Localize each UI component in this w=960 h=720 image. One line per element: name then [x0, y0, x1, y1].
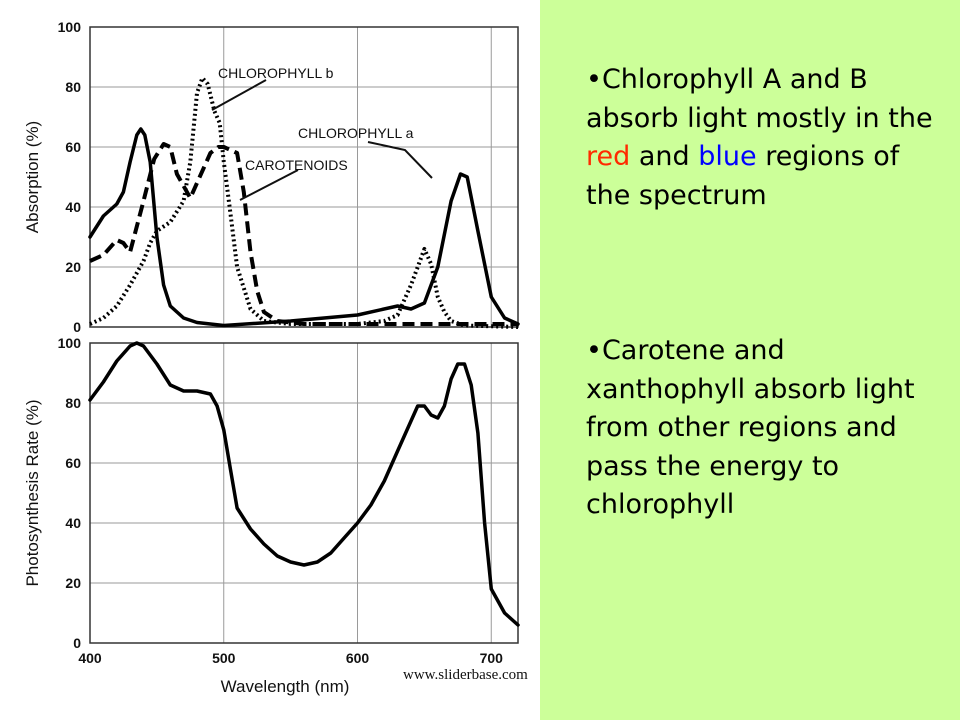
word-blue: blue — [698, 141, 757, 172]
absorption-y-tick-label: 40 — [65, 199, 81, 215]
absorption-y-axis-title: Absorption (%) — [23, 121, 42, 233]
photosynthesis-y-axis-title: Photosynthesis Rate (%) — [23, 399, 42, 586]
photosynthesis-x-tick-label: 400 — [78, 650, 102, 666]
absorption-photosynthesis-figure: 0 20 40 60 80 100 Absorption (%) 0 20 40 60 80 100 4… — [23, 19, 528, 696]
absorption-y-tick-label: 80 — [65, 79, 81, 95]
photosynthesis-x-tick-label: 500 — [212, 650, 236, 666]
absorption-plot-frame — [89, 26, 519, 328]
absorption-y-tick-label: 0 — [73, 319, 81, 335]
photosynthesis-x-tick-label: 700 — [480, 650, 504, 666]
bullet-text: and — [630, 141, 699, 172]
photosynthesis-y-tick-label: 0 — [73, 635, 81, 651]
annotation-pointer-chlorophyll-a — [367, 141, 433, 179]
bullet-chlorophyll-absorption: •Chlorophyll A and B absorb light mostly… — [586, 61, 946, 215]
photosynthesis-series-series-0 — [88, 341, 520, 627]
photosynthesis-chart: 0 20 40 60 80 100 400 500 600 700 Photosynthesis R… — [23, 335, 520, 696]
annotation-chlorophyll-a: CHLOROPHYLL a — [298, 125, 414, 141]
annotation-chlorophyll-b: CHLOROPHYLL b — [218, 65, 334, 81]
bullet-text: Chlorophyll A and B absorb light mostly … — [586, 64, 933, 134]
absorption-series-chlorophyll-a — [88, 127, 520, 328]
annotation-pointer-carotenoids — [239, 169, 299, 201]
annotation-pointer-chlorophyll-b — [211, 79, 267, 111]
curve-annotations: CHLOROPHYLL b CHLOROPHYLL a CAROTENOIDS — [211, 65, 433, 201]
bullet-text: regions of the spectrum — [586, 141, 900, 211]
photosynthesis-y-tick-label: 40 — [65, 515, 81, 531]
photosynthesis-y-tick-label: 80 — [65, 395, 81, 411]
photosynthesis-y-tick-label: 60 — [65, 455, 81, 471]
bullet-carotene-xanthophyll: •Carotene and xanthophyll absorb light f… — [586, 332, 946, 525]
photosynthesis-y-tick-label: 100 — [58, 335, 82, 351]
footer-source: www.sliderbase.com — [403, 667, 528, 683]
figure-panel: 0 20 40 60 80 100 Absorption (%) 0 20 40 60 80 100 4… — [23, 19, 529, 696]
absorption-y-tick-label: 60 — [65, 139, 81, 155]
bullet-marker: • — [586, 335, 602, 366]
photosynthesis-x-axis-title: Wavelength (nm) — [221, 677, 350, 696]
photosynthesis-plot-frame — [89, 342, 519, 644]
absorption-y-tick-label: 100 — [58, 19, 82, 35]
absorption-series-carotenoids — [89, 142, 518, 326]
text-panel: •Chlorophyll A and B absorb light mostly… — [540, 0, 960, 720]
absorption-series-chlorophyll-b — [89, 76, 519, 329]
absorption-chart: 0 20 40 60 80 100 Absorption (%) — [23, 19, 520, 335]
photosynthesis-y-tick-label: 20 — [65, 575, 81, 591]
annotation-carotenoids: CAROTENOIDS — [245, 157, 348, 173]
photosynthesis-x-tick-label: 600 — [346, 650, 370, 666]
absorption-y-tick-label: 20 — [65, 259, 81, 275]
bullet-text: Carotene and xanthophyll absorb light fr… — [586, 335, 915, 520]
bullet-marker: • — [586, 64, 602, 95]
word-red: red — [586, 141, 631, 172]
